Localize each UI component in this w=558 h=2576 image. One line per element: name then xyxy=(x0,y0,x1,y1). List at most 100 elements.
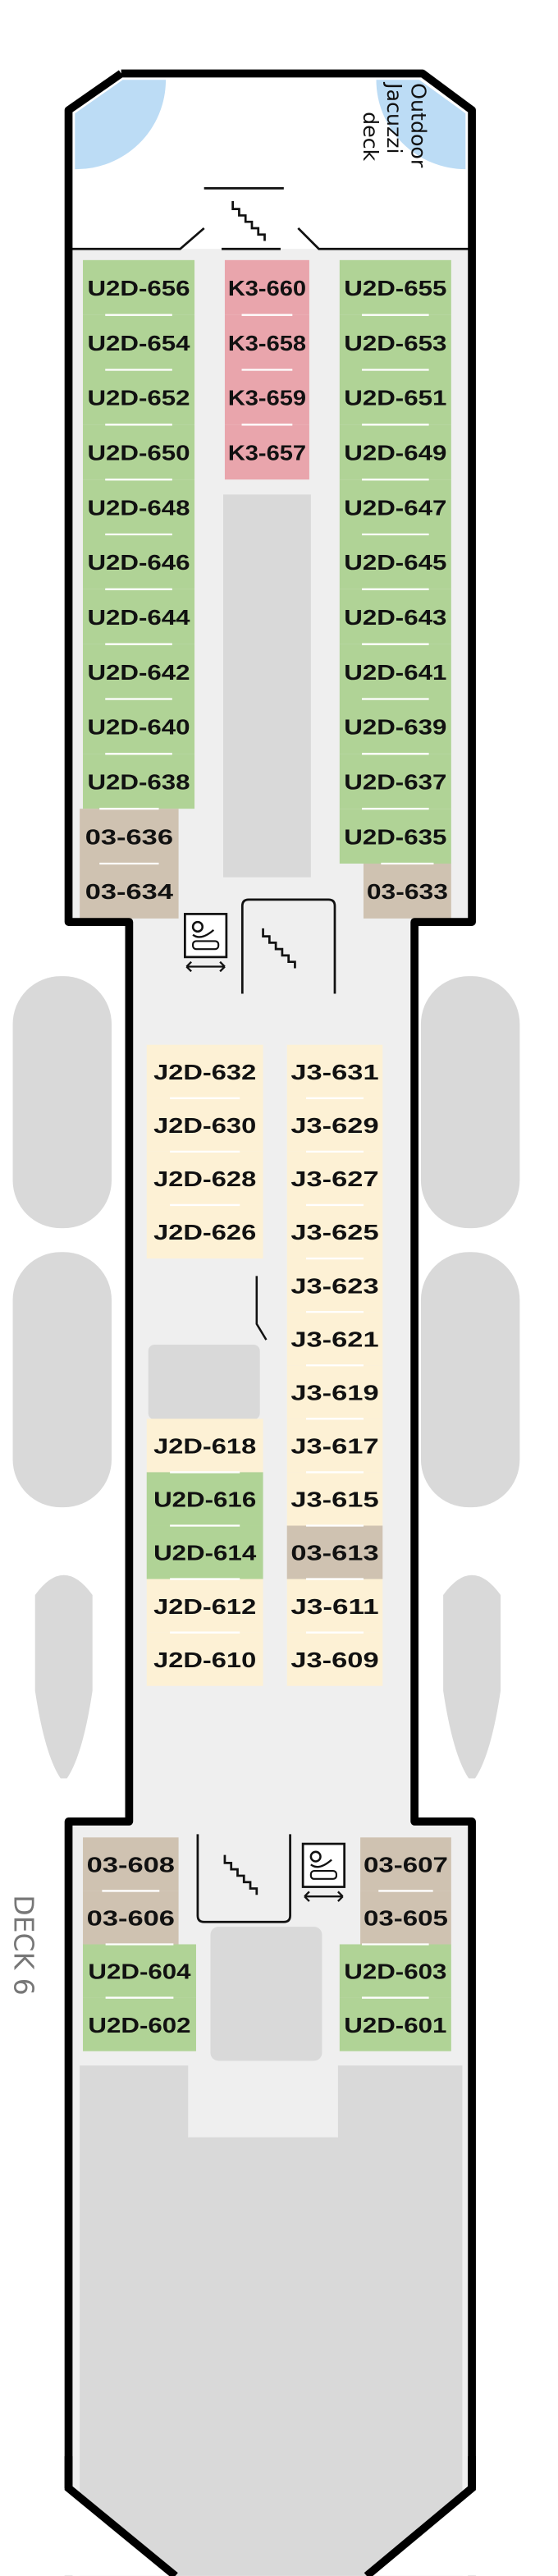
cabin-J3-621[interactable] xyxy=(286,1312,383,1366)
cabin-number: U2D-640 xyxy=(87,715,190,740)
lifeboat xyxy=(420,1252,520,1508)
cabin-U2D-602[interactable] xyxy=(83,1997,196,2051)
cabin-number: U2D-603 xyxy=(344,1960,446,1984)
cabin-number: U2D-646 xyxy=(87,550,190,575)
cabin-number: U2D-645 xyxy=(344,550,446,575)
cabin-U2D-651[interactable] xyxy=(339,369,451,425)
cabin-03-607[interactable] xyxy=(360,1837,451,1891)
cabin-number: U2D-641 xyxy=(344,660,446,685)
cabin-number: U2D-639 xyxy=(344,715,446,740)
cabin-U2D-654[interactable] xyxy=(83,314,195,370)
cabin-U2D-652[interactable] xyxy=(83,369,195,425)
cabin-number: K3-657 xyxy=(228,440,306,465)
cabin-U2D-645[interactable] xyxy=(339,534,451,589)
cabin-J2D-632[interactable] xyxy=(146,1044,263,1098)
cabin-number: 03-613 xyxy=(290,1541,378,1565)
cabin-03-608[interactable] xyxy=(83,1837,179,1891)
cabin-number: K3-659 xyxy=(228,386,306,410)
cabin-U2D-647[interactable] xyxy=(339,479,451,534)
cabin-number: U2D-637 xyxy=(344,769,446,794)
cabins: U2D-656 U2D-654 U2D-652 U2D-650 U2D-648 U2D-6… xyxy=(80,259,451,2051)
cabin-U2D-616[interactable] xyxy=(146,1472,263,1526)
cabin-K3-660[interactable] xyxy=(224,259,309,315)
cabin-U2D-640[interactable] xyxy=(83,699,195,754)
cabin-J2D-630[interactable] xyxy=(146,1098,263,1152)
stairs-icon xyxy=(231,200,266,241)
cabin-03-633[interactable] xyxy=(363,864,451,919)
cabin-U2D-655[interactable] xyxy=(339,259,451,315)
cabin-J3-611[interactable] xyxy=(286,1579,383,1633)
outdoor-jacuzzi-label: Jacuzzi xyxy=(382,81,406,154)
cabin-U2D-637[interactable] xyxy=(339,754,451,809)
cabin-K3-657[interactable] xyxy=(224,424,309,480)
cabin-03-634[interactable] xyxy=(80,864,179,919)
cabin-03-605[interactable] xyxy=(360,1891,451,1945)
cabin-J3-631[interactable] xyxy=(286,1044,383,1098)
cabin-J3-623[interactable] xyxy=(286,1258,383,1313)
cabin-J2D-612[interactable] xyxy=(146,1579,263,1633)
cabin-J2D-618[interactable] xyxy=(146,1419,263,1473)
stairs-icon xyxy=(262,928,296,969)
cabin-number: 03-608 xyxy=(87,1853,175,1877)
service-area xyxy=(80,2065,463,2576)
cabin-J3-625[interactable] xyxy=(286,1204,383,1259)
cabin-number: U2D-614 xyxy=(153,1541,257,1565)
forward-stairs xyxy=(196,1834,291,1923)
cabin-U2D-644[interactable] xyxy=(83,589,195,644)
cabin-K3-659[interactable] xyxy=(224,369,309,425)
service-area xyxy=(148,1344,260,1420)
cabin-U2D-603[interactable] xyxy=(339,1944,451,1998)
cabin-number: 03-634 xyxy=(85,879,174,904)
cabin-number: 03-605 xyxy=(364,1906,448,1931)
cabin-number: U2D-656 xyxy=(87,276,190,300)
cabin-number: U2D-651 xyxy=(344,386,446,410)
elevator-icon[interactable] xyxy=(184,913,228,973)
bow-taper xyxy=(0,2488,558,2576)
cabin-U2D-643[interactable] xyxy=(339,589,451,644)
cabin-number: 03-636 xyxy=(85,824,173,849)
cabin-U2D-641[interactable] xyxy=(339,644,451,699)
cabin-J3-617[interactable] xyxy=(286,1419,383,1473)
cabin-number: J2D-610 xyxy=(153,1648,256,1672)
cabin-number: U2D-654 xyxy=(87,331,190,355)
cabin-J2D-610[interactable] xyxy=(146,1632,263,1686)
cabin-J3-629[interactable] xyxy=(286,1098,383,1152)
cabin-U2D-635[interactable] xyxy=(339,809,451,864)
cabin-J3-615[interactable] xyxy=(286,1472,383,1526)
cabin-number: J3-609 xyxy=(290,1648,378,1672)
cabin-J2D-626[interactable] xyxy=(146,1204,263,1259)
cabin-J3-609[interactable] xyxy=(286,1632,383,1686)
lifeboat xyxy=(12,1252,112,1508)
cabin-U2D-614[interactable] xyxy=(146,1525,263,1579)
cabin-U2D-649[interactable] xyxy=(339,424,451,480)
cabin-03-613[interactable] xyxy=(286,1525,383,1579)
cabin-U2D-648[interactable] xyxy=(83,479,195,534)
cabin-U2D-604[interactable] xyxy=(83,1944,196,1998)
aft-stairs xyxy=(68,187,473,250)
cabin-U2D-656[interactable] xyxy=(83,259,195,315)
cabin-number: U2D-653 xyxy=(344,331,446,355)
cabin-U2D-601[interactable] xyxy=(339,1997,451,2051)
cabin-U2D-646[interactable] xyxy=(83,534,195,589)
elevator-icon[interactable] xyxy=(301,1842,346,1902)
cabin-number: J2D-626 xyxy=(153,1220,256,1244)
cabin-number: J2D-628 xyxy=(153,1167,256,1191)
cabin-U2D-653[interactable] xyxy=(339,314,451,370)
cabin-K3-658[interactable] xyxy=(224,314,309,370)
jacuzzi-left xyxy=(75,80,167,170)
cabin-U2D-650[interactable] xyxy=(83,424,195,480)
outdoor-jacuzzi-label: Outdoor xyxy=(406,83,430,168)
cabin-U2D-638[interactable] xyxy=(83,754,195,809)
cabin-03-606[interactable] xyxy=(83,1891,179,1945)
cabin-03-636[interactable] xyxy=(80,809,179,864)
cabin-J3-627[interactable] xyxy=(286,1151,383,1205)
cabin-J3-619[interactable] xyxy=(286,1365,383,1419)
cabin-number: J3-617 xyxy=(290,1434,378,1459)
lifeboats xyxy=(12,976,520,1779)
stairs-icon xyxy=(223,1854,258,1895)
cabin-U2D-642[interactable] xyxy=(83,644,195,699)
cabin-J2D-628[interactable] xyxy=(146,1151,263,1205)
hull-outline xyxy=(64,2456,476,2576)
tender-boat xyxy=(34,1574,93,1779)
cabin-U2D-639[interactable] xyxy=(339,699,451,754)
